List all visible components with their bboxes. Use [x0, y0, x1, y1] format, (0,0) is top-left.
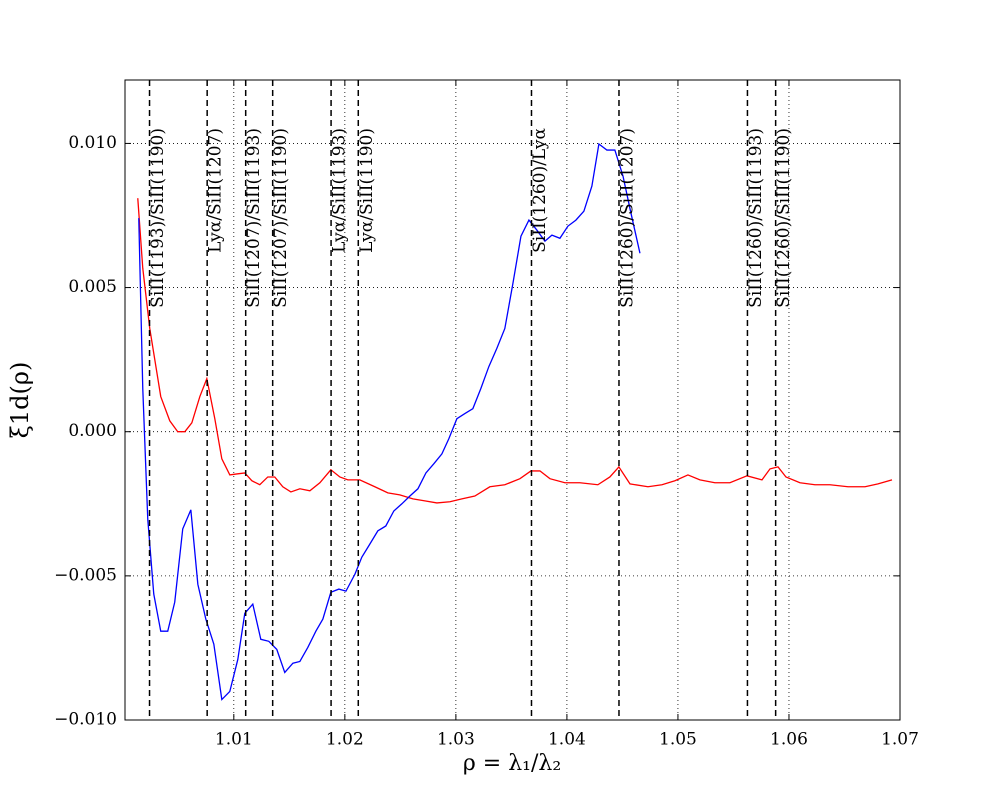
y-tick-label: −0.010 [54, 710, 117, 730]
x-tick-label: 1.03 [437, 730, 475, 750]
reference-label: SiII(1207)/SiII(1190) [271, 128, 291, 308]
reference-label: SiII(1207)/SiII(1193) [244, 128, 264, 308]
plot-frame [124, 79, 901, 721]
y-tick-label: 0.010 [68, 133, 117, 153]
reference-label: Lyα/SiII(1193) [330, 128, 350, 253]
y-axis-label: ξ1d(ρ) [6, 362, 34, 439]
data-line [137, 198, 893, 504]
reference-label: SiII(1260)/SiII(1193) [746, 128, 766, 308]
x-tick-label: 1.02 [326, 730, 364, 750]
x-tick-label: 1.01 [215, 730, 253, 750]
x-axis-label: ρ = λ₁/λ₂ [463, 751, 561, 776]
y-tick-label: −0.005 [54, 565, 117, 585]
reference-label: Lyα/SiII(1207) [206, 128, 226, 253]
reference-label: SiII(1260)/Lyα [530, 127, 550, 252]
y-tick-label: 0.005 [68, 277, 117, 297]
y-tick-label: 0.000 [68, 421, 117, 441]
x-tick-label: 1.06 [770, 730, 808, 750]
x-tick-label: 1.05 [659, 730, 697, 750]
reference-label: Lyα/SiII(1190) [357, 128, 377, 253]
reference-label: SiII(1193)/SiII(1190) [148, 128, 168, 308]
reference-label: SiII(1260)/SiII(1207) [617, 128, 637, 308]
reference-label: SiII(1260)/SiII(1190) [774, 128, 794, 308]
data-line [138, 142, 641, 701]
x-tick-label: 1.07 [881, 730, 919, 750]
x-tick-label: 1.04 [548, 730, 586, 750]
